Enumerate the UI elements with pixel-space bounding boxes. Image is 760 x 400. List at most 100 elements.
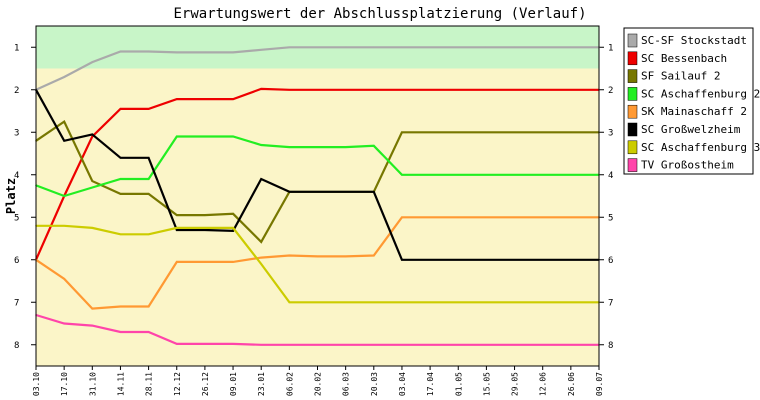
data-point-5-16 xyxy=(485,258,488,261)
data-point-1-15 xyxy=(457,88,460,91)
data-point-7-1 xyxy=(63,322,65,325)
data-point-1-17 xyxy=(513,88,516,91)
data-point-0-13 xyxy=(401,46,403,49)
y-tick-label-left-8: 8 xyxy=(14,341,19,351)
data-point-6-12 xyxy=(373,301,375,304)
data-point-0-11 xyxy=(344,46,347,49)
y-tick-label-left-3: 3 xyxy=(14,128,19,138)
data-point-5-11 xyxy=(344,190,347,193)
data-point-6-14 xyxy=(429,301,431,304)
legend-swatch-6 xyxy=(627,140,638,155)
data-point-7-2 xyxy=(91,324,94,327)
data-point-7-6 xyxy=(204,343,206,345)
data-point-6-7 xyxy=(232,227,234,229)
data-point-2-18 xyxy=(541,131,544,134)
data-point-5-3 xyxy=(119,156,122,159)
data-point-4-13 xyxy=(401,216,403,219)
data-point-7-17 xyxy=(513,343,516,346)
x-tick-label-0: 03.10 xyxy=(32,372,41,396)
data-point-6-19 xyxy=(570,301,572,304)
y-tick-label-right-3: 3 xyxy=(608,128,613,138)
data-point-1-12 xyxy=(373,88,375,91)
x-tick-label-2: 31.10 xyxy=(88,372,97,396)
data-point-6-10 xyxy=(316,301,319,304)
data-point-4-14 xyxy=(429,216,431,219)
legend-swatch-5 xyxy=(627,122,638,137)
y-tick-label-right-4: 4 xyxy=(608,171,613,181)
x-tick-label-13: 03.04 xyxy=(398,372,407,396)
data-point-5-7 xyxy=(232,230,234,232)
x-tick-label-20: 09.07 xyxy=(595,372,604,396)
data-point-7-19 xyxy=(570,343,572,346)
data-point-5-1 xyxy=(63,139,65,142)
x-tick-label-16: 15.05 xyxy=(482,372,491,396)
data-point-2-1 xyxy=(63,120,65,123)
data-point-3-7 xyxy=(232,135,234,138)
data-point-2-19 xyxy=(570,131,572,134)
y-tick-label-right-7: 7 xyxy=(608,298,613,308)
data-point-5-2 xyxy=(91,133,94,136)
y-tick-label-right-6: 6 xyxy=(608,256,613,266)
data-point-5-4 xyxy=(147,156,150,159)
data-point-1-6 xyxy=(204,98,206,100)
legend-label-1: SC Bessenbach xyxy=(641,52,727,65)
data-point-6-4 xyxy=(147,233,150,236)
data-point-3-19 xyxy=(570,173,572,176)
data-point-3-12 xyxy=(373,145,375,147)
data-point-5-15 xyxy=(457,258,460,261)
y-tick-label-left-7: 7 xyxy=(14,298,19,308)
data-point-0-16 xyxy=(485,46,488,49)
y-tick-label-left-5: 5 xyxy=(14,213,19,223)
legend: SC-SF Stockstadt SC Bessenbach SF Sailauf … xyxy=(623,27,760,175)
data-point-3-4 xyxy=(147,178,150,180)
data-point-0-9 xyxy=(288,46,291,49)
data-point-5-18 xyxy=(541,258,544,261)
legend-swatch-1 xyxy=(627,51,638,66)
data-point-1-7 xyxy=(232,98,234,100)
data-point-4-7 xyxy=(232,261,234,263)
data-point-6-8 xyxy=(260,263,263,265)
data-point-5-14 xyxy=(429,258,431,261)
data-point-0-5 xyxy=(175,51,178,54)
data-point-5-10 xyxy=(316,190,319,193)
data-point-4-17 xyxy=(513,216,516,219)
data-point-7-10 xyxy=(316,343,319,346)
data-point-5-9 xyxy=(288,190,291,193)
y-tick-label-left-4: 4 xyxy=(14,171,19,181)
legend-label-2: SF Sailauf 2 xyxy=(641,70,720,83)
series-lines xyxy=(34,46,600,346)
x-tick-label-14: 17.04 xyxy=(426,372,435,396)
data-point-0-19 xyxy=(570,46,572,49)
chart-title: Erwartungswert der Abschlussplatzierung … xyxy=(173,6,586,22)
data-point-7-8 xyxy=(260,343,263,346)
data-point-1-18 xyxy=(541,88,544,91)
data-point-2-7 xyxy=(232,213,234,215)
data-point-0-4 xyxy=(147,50,150,53)
data-point-7-9 xyxy=(288,343,291,346)
data-point-3-5 xyxy=(175,135,178,138)
legend-label-7: TV Großostheim xyxy=(641,159,734,172)
data-point-7-14 xyxy=(429,343,431,346)
x-tick-label-6: 26.12 xyxy=(201,372,210,396)
data-point-2-2 xyxy=(91,180,94,182)
plot-frame xyxy=(35,25,600,367)
data-point-4-8 xyxy=(260,256,263,259)
data-point-3-15 xyxy=(457,173,460,176)
legend-label-4: SK Mainaschaff 2 xyxy=(641,105,747,118)
data-point-7-4 xyxy=(147,331,150,333)
data-point-4-11 xyxy=(344,255,347,258)
data-point-1-4 xyxy=(147,108,150,110)
data-point-3-3 xyxy=(119,178,122,180)
x-tick-label-18: 12.06 xyxy=(539,372,548,396)
legend-label-3: SC Aschaffenburg 2 xyxy=(641,87,760,100)
data-point-3-18 xyxy=(541,173,544,176)
data-point-4-12 xyxy=(373,254,375,257)
legend-swatch-2 xyxy=(627,69,638,83)
x-tick-label-4: 28.11 xyxy=(145,372,154,396)
y-tick-label-right-1: 1 xyxy=(608,43,613,53)
data-point-0-15 xyxy=(457,46,460,49)
legend-swatch-4 xyxy=(627,104,638,119)
data-point-1-9 xyxy=(288,88,291,91)
